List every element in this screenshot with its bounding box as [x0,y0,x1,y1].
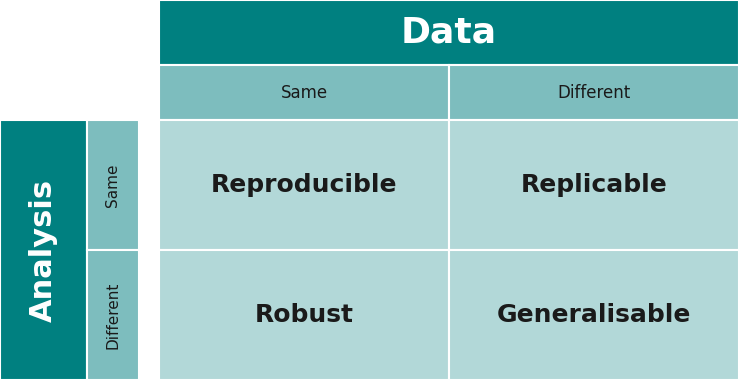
Text: Reproducible: Reproducible [211,173,398,197]
Bar [449,250,739,380]
Text: Analysis: Analysis [29,179,58,321]
Text: Same: Same [280,84,327,101]
Text: Different: Different [557,84,630,101]
Text: Different: Different [106,281,120,349]
Bar [87,120,139,250]
Bar [159,120,449,250]
Bar [159,0,739,65]
Text: Generalisable: Generalisable [497,303,691,327]
Text: Replicable: Replicable [520,173,667,197]
Text: Data: Data [401,16,497,49]
Bar [87,250,139,380]
Bar [159,65,449,120]
Text: Same: Same [106,163,120,207]
Text: Robust: Robust [254,303,353,327]
Bar [449,65,739,120]
Bar [449,120,739,250]
Bar [0,0,159,120]
Bar [159,250,449,380]
Bar [0,120,87,380]
